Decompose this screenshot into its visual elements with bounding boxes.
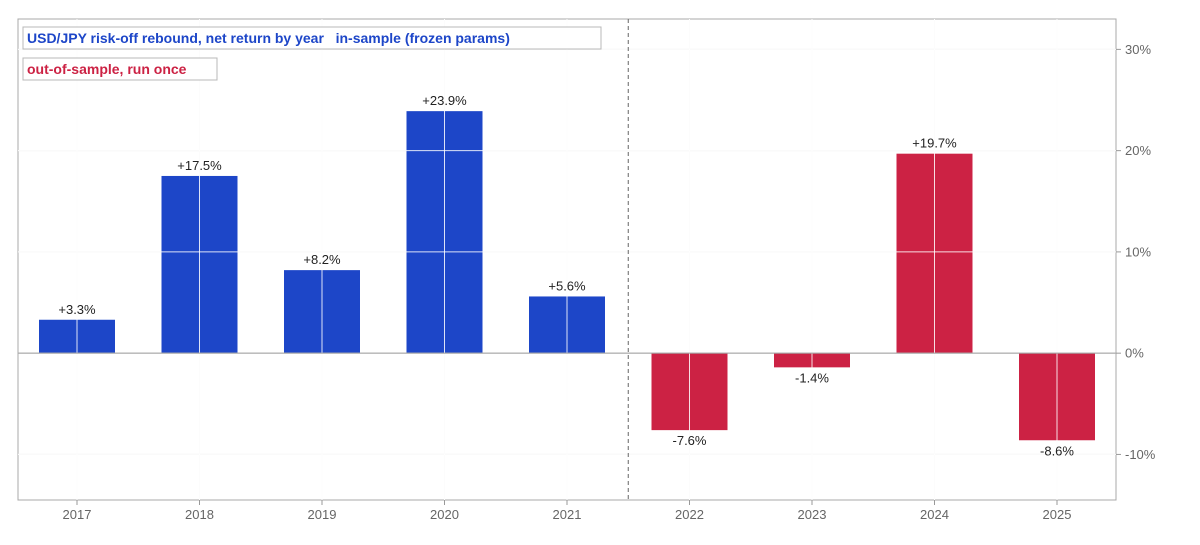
- legend: USD/JPY risk-off rebound, net return by …: [22, 26, 602, 81]
- x-tick-label: 2020: [430, 507, 459, 522]
- legend-box-out-of-sample: [22, 57, 218, 81]
- y-tick-label: 30%: [1125, 42, 1151, 57]
- x-tick-label: 2025: [1043, 507, 1072, 522]
- data-label-2024: +19.7%: [912, 136, 957, 151]
- data-label-2022: -7.6%: [673, 433, 707, 448]
- x-tick-label: 2021: [553, 507, 582, 522]
- labels-layer: +3.3% +17.5% +8.2% +23.9% +5.6% -7.6% -1.4% +19…: [58, 93, 1074, 458]
- data-label-2021: +5.6%: [548, 278, 586, 293]
- data-label-2023: -1.4%: [795, 370, 829, 385]
- x-tick-label: 2024: [920, 507, 949, 522]
- data-label-2020: +23.9%: [422, 93, 467, 108]
- y-tick-label: 10%: [1125, 244, 1151, 259]
- legend-out-of-sample: out-of-sample, run once: [27, 61, 187, 77]
- y-tick-label: 20%: [1125, 143, 1151, 158]
- axis-layer: -10% 0% 10% 20% 30% 2017 2018 2019 2020 2021 2022 2…: [63, 42, 1156, 522]
- y-tick-label: -10%: [1125, 447, 1156, 462]
- data-label-2018: +17.5%: [177, 158, 222, 173]
- data-label-2017: +3.3%: [58, 302, 96, 317]
- x-tick-label: 2017: [63, 507, 92, 522]
- x-tick-label: 2018: [185, 507, 214, 522]
- data-label-2025: -8.6%: [1040, 443, 1074, 458]
- legend-in-sample: USD/JPY risk-off rebound, net return by …: [27, 30, 510, 46]
- y-tick-label: 0%: [1125, 346, 1144, 361]
- x-tick-label: 2023: [798, 507, 827, 522]
- x-tick-label: 2022: [675, 507, 704, 522]
- x-tick-label: 2019: [308, 507, 337, 522]
- overlay-layer: [18, 19, 1116, 500]
- data-label-2019: +8.2%: [303, 252, 341, 267]
- legend-box-in-sample: [22, 26, 602, 50]
